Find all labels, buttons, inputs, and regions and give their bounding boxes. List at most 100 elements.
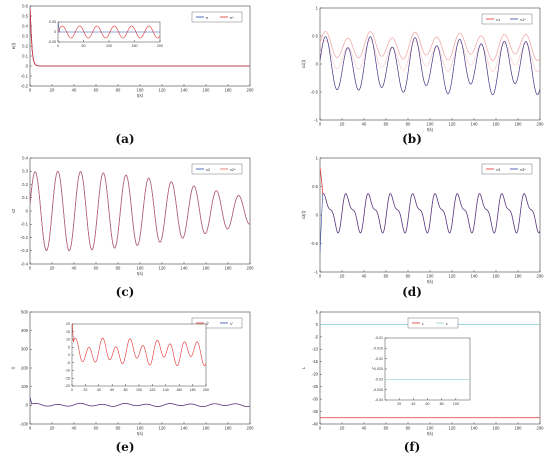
x-tick-label: 120: [449, 122, 457, 127]
x-tick-label: 100: [106, 44, 112, 48]
x-tick-label: 160: [203, 426, 211, 431]
y-tick-label: 20: [66, 322, 70, 326]
x-tick-label: 160: [493, 426, 501, 431]
x-tick-label: 200: [203, 388, 209, 392]
y-tick-label: 300: [21, 347, 29, 352]
y-tick-label: 400: [21, 328, 29, 333]
x-tick-label: 100: [427, 122, 435, 127]
y-tick-label: -40: [312, 421, 319, 426]
panel-b: 0 20 40 60 80 100 120 140 160 180 200 -1 -0.5 0 0.5 1 t(…: [301, 5, 544, 146]
inset-series-line: [58, 25, 160, 39]
y-tick-label: -5: [314, 334, 318, 339]
x-tick-label: 140: [471, 426, 479, 431]
x-tick-label: 80: [406, 426, 411, 431]
x-tick-label: 200: [157, 44, 163, 48]
x-tick-label: 180: [190, 388, 196, 392]
y-tick-label: -5: [67, 361, 70, 365]
y-tick-label: -100: [20, 421, 29, 426]
y-tick-label: 0.5: [312, 184, 318, 189]
legend-label: V: [230, 321, 233, 326]
y-tick-label: 10: [66, 338, 70, 342]
x-tick-label: 160: [493, 274, 501, 279]
y-tick-label: 0: [26, 63, 29, 68]
x-tick-label: 20: [397, 402, 401, 406]
legend-box: [191, 11, 243, 23]
x-tick-label: 20: [50, 266, 55, 271]
x-tick-label: 200: [537, 426, 545, 431]
x-tick-label: 80: [406, 274, 411, 279]
x-tick-label: 40: [362, 122, 367, 127]
legend-label: x1: [496, 17, 501, 22]
x-tick-label: 20: [50, 426, 55, 431]
inset-frame: [384, 337, 471, 401]
x-tick-label: 80: [124, 388, 128, 392]
axes-frame: [319, 7, 541, 121]
x-tick-label: 20: [50, 88, 55, 93]
x-tick-label: 140: [471, 122, 479, 127]
y-tick-label: -0.5: [311, 89, 319, 94]
x-tick-label: 80: [116, 88, 121, 93]
x-axis-label: t(s): [137, 431, 144, 436]
series-line: [30, 396, 250, 407]
legend-label: e*: [230, 15, 234, 20]
x-axis-label: t(s): [427, 279, 434, 284]
y-tick-label: -25: [312, 384, 319, 389]
y-tick-label: 0: [26, 208, 29, 213]
y-tick-label: -0.015: [373, 347, 383, 351]
y-tick-label: -0.1: [21, 73, 29, 78]
y-axis-label: x2: [11, 208, 16, 213]
x-tick-label: 140: [163, 388, 169, 392]
y-tick-label: 15: [66, 330, 70, 334]
x-tick-label: 120: [159, 266, 167, 271]
legend-label: x2: [206, 167, 211, 172]
legend-label: x1*: [520, 17, 526, 22]
x-tick-label: 100: [136, 388, 142, 392]
y-tick-label: 0: [316, 322, 319, 327]
x-tick-label: 120: [449, 274, 457, 279]
x-tick-label: 60: [94, 266, 99, 271]
x-tick-label: 100: [427, 426, 435, 431]
x-tick-label: 200: [537, 274, 545, 279]
x-tick-label: 200: [537, 122, 545, 127]
y-tick-label: -10: [65, 369, 70, 373]
y-tick-label: 0: [68, 353, 70, 357]
x-tick-label: 140: [181, 266, 189, 271]
x-tick-label: 60: [94, 88, 99, 93]
x-tick-label: 180: [515, 122, 523, 127]
x-tick-label: 150: [132, 44, 138, 48]
y-tick-label: 500: [21, 309, 29, 314]
y-tick-label: -0.3: [21, 248, 29, 253]
series-line: [320, 36, 540, 96]
y-tick-label: -30: [312, 397, 319, 402]
y-tick-label: 0.2: [22, 43, 28, 48]
y-tick-label: -10: [312, 347, 319, 352]
x-tick-label: 40: [72, 266, 77, 271]
panel-a: 0 20 40 60 80 100 120 140 160 180 200 -0.2 -0.1 0 0.1 0…: [11, 3, 254, 146]
panel-caption: (d): [402, 285, 422, 299]
panel-caption: (b): [402, 132, 422, 146]
inset-y-label: L: [372, 366, 374, 370]
x-tick-label: 0: [319, 426, 322, 431]
x-tick-label: 160: [493, 122, 501, 127]
y-tick-label: -0.02: [375, 357, 383, 361]
y-tick-label: -0.035: [373, 388, 383, 392]
panel-e: 0 20 40 60 80 100 120 140 160 180 200-100010020030…: [11, 309, 254, 454]
legend-label: Ṽ: [206, 321, 209, 326]
y-tick-label: -15: [312, 359, 319, 364]
x-tick-label: 60: [384, 122, 389, 127]
y-tick-label: 0.5: [22, 13, 28, 18]
x-tick-label: 100: [427, 274, 435, 279]
x-tick-label: 160: [203, 88, 211, 93]
y-tick-label: -0.2: [21, 83, 29, 88]
x-tick-label: 0: [29, 88, 32, 93]
x-tick-label: 20: [340, 122, 345, 127]
series-line: [320, 193, 540, 253]
y-tick-label: 0.1: [22, 53, 28, 58]
x-tick-label: 200: [247, 266, 255, 271]
legend-box: [481, 13, 533, 25]
x-tick-label: 60: [426, 402, 430, 406]
x-axis-label: t(s): [427, 431, 434, 436]
y-tick-label: 0.1: [22, 195, 28, 200]
panel-caption: (f): [404, 440, 421, 454]
y-axis-label: e(t): [11, 42, 16, 49]
